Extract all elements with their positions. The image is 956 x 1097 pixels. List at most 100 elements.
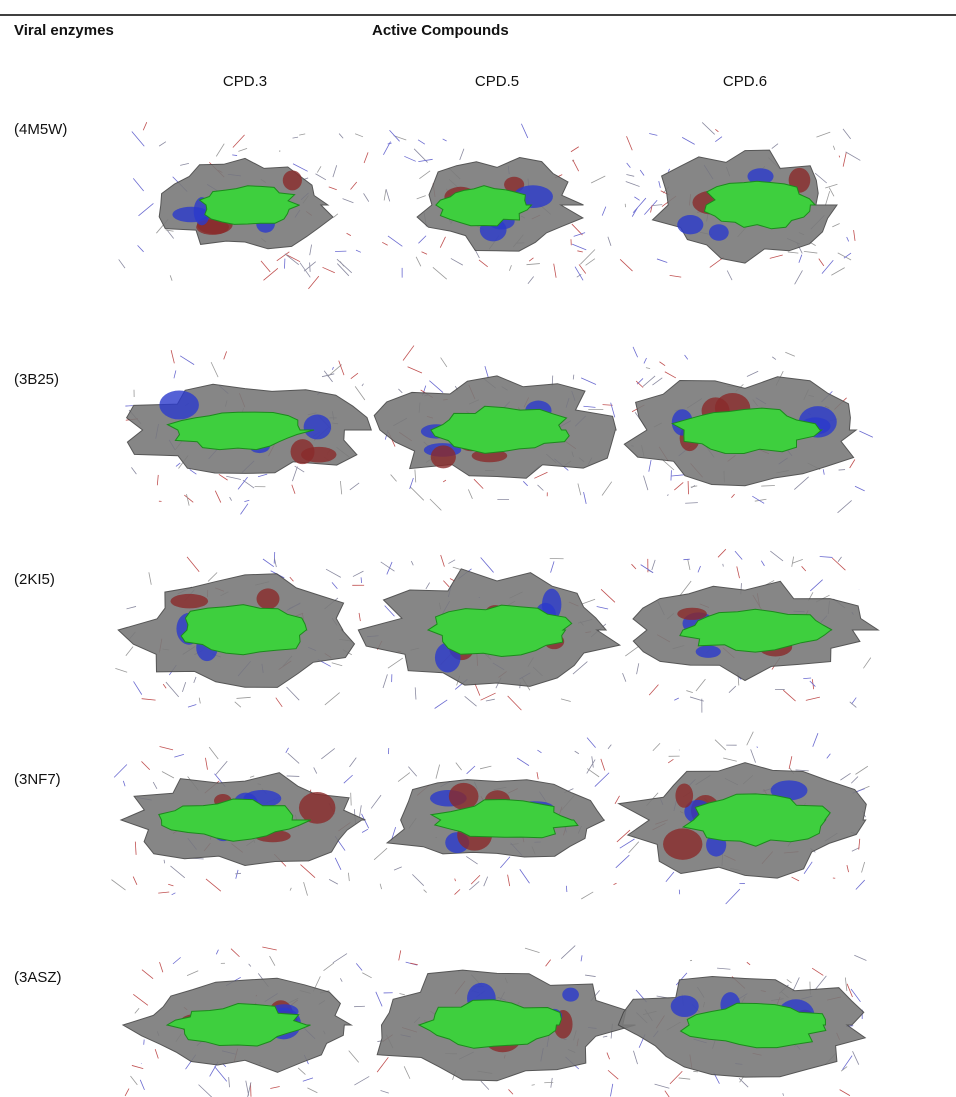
residue-stick [170,865,186,879]
residue-stick [553,263,557,278]
residue-stick [828,187,835,197]
residue-stick [226,475,241,480]
residue-stick [466,765,476,775]
residue-stick [440,357,448,368]
residue-stick [249,775,255,778]
residue-stick [615,854,630,869]
residue-stick [214,490,222,503]
residue-stick [846,983,853,998]
residue-stick [613,882,617,886]
residue-stick [607,236,612,246]
residue-stick [572,661,588,675]
residue-stick [577,483,582,496]
residue-stick [379,883,382,890]
residue-stick [650,205,653,213]
residue-stick [348,872,350,882]
residue-stick [398,388,403,394]
header-enzymes: Viral enzymes [14,22,114,39]
residue-stick [715,129,719,133]
residue-stick [207,572,218,582]
ligand [435,185,533,227]
residue-stick [286,686,300,701]
residue-stick [652,742,661,752]
residue-stick [167,230,174,239]
residue-stick [141,761,151,771]
residue-stick [788,756,793,769]
residue-stick [671,474,684,477]
residue-stick [380,1090,389,1094]
residue-stick [415,256,422,267]
residue-stick [173,370,177,379]
residue-stick [361,813,370,829]
residue-stick [527,276,534,285]
residue-stick [416,195,426,200]
residue-stick [666,494,669,496]
residue-stick [380,561,395,572]
ligand [679,1002,827,1049]
surface-patch [708,224,729,241]
residue-stick [349,757,357,768]
residue-stick [701,122,715,135]
compound-header: CPD.3 [223,73,267,90]
surface-patch [256,588,280,610]
residue-stick [292,136,299,139]
residue-stick [236,696,251,699]
residue-stick [634,196,640,201]
residue-stick [843,252,852,259]
residue-stick [275,697,283,708]
residue-stick [336,258,353,274]
residue-stick [285,747,289,754]
residue-stick [159,746,174,751]
residue-stick [697,565,701,573]
residue-stick [846,865,849,873]
residue-stick [262,558,275,568]
residue-stick [417,139,426,145]
residue-stick [328,186,337,191]
residue-stick [837,500,852,514]
residue-stick [125,646,134,656]
residue-stick [643,475,649,491]
residue-stick [328,879,339,885]
residue-stick [642,375,656,387]
residue-stick [570,146,579,153]
residue-stick [761,485,775,487]
residue-stick [619,259,633,272]
residue-stick [685,502,698,504]
residue-stick [208,746,219,760]
residue-stick [818,258,825,267]
residue-stick [679,580,692,597]
ligand [417,999,562,1049]
compound-header: CPD.6 [723,73,767,90]
residue-stick [210,361,219,378]
residue-stick [174,754,184,758]
residue-stick [467,489,473,499]
residue-stick [792,558,803,564]
residue-stick [321,373,335,378]
residue-stick [726,270,733,281]
residue-stick [292,163,308,172]
residue-stick [851,697,857,705]
residue-stick [142,122,148,131]
residue-stick [159,961,164,973]
residue-stick [714,739,727,751]
docking-image [125,350,373,515]
residue-stick [402,345,415,361]
residue-stick [591,756,594,768]
residue-stick [626,162,631,168]
residue-stick [352,570,364,577]
residue-stick [838,155,841,158]
residue-stick [186,556,200,573]
residue-stick [354,133,364,138]
residue-stick [648,684,659,696]
residue-stick [769,254,783,259]
residue-stick [286,254,301,263]
surface-patch [670,995,699,1018]
residue-stick [355,249,362,253]
residue-stick [168,883,174,887]
residue-stick [393,135,407,141]
residue-stick [786,979,792,984]
residue-stick [134,1008,140,1014]
residue-stick [715,136,723,142]
residue-stick [616,829,631,843]
residue-stick [276,251,290,262]
